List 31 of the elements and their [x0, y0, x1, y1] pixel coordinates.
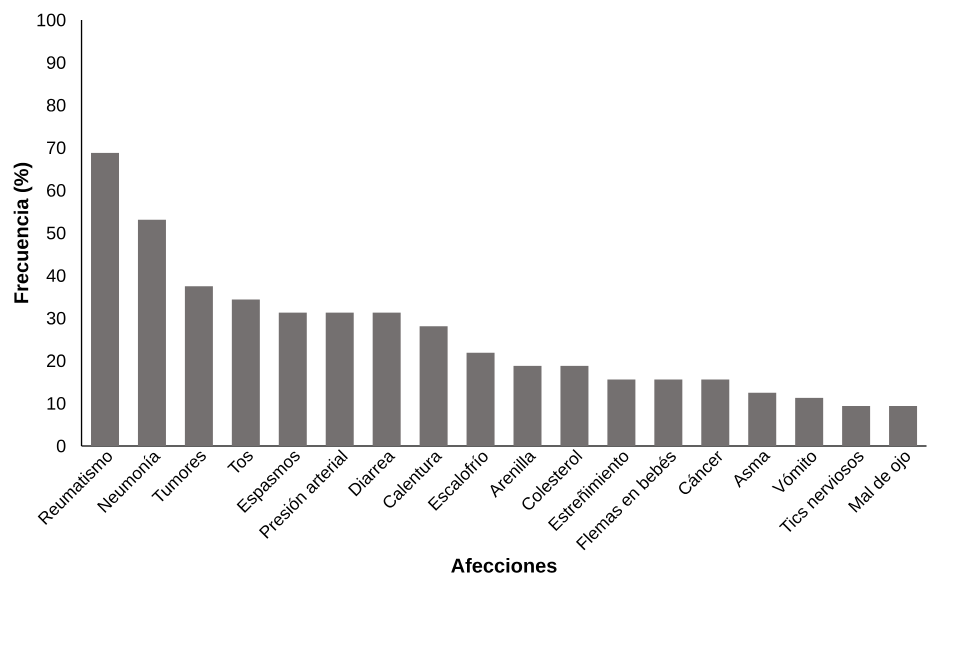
bar [654, 380, 682, 446]
bar [560, 366, 588, 446]
y-tick-label: 100 [38, 14, 66, 26]
y-tick-label: 40 [46, 269, 66, 282]
y-tick-label: 70 [47, 141, 66, 154]
bar [278, 312, 307, 446]
bar [889, 406, 918, 446]
y-tick-label: 20 [47, 354, 66, 368]
bar [326, 312, 354, 446]
bar [795, 398, 824, 446]
bar [842, 406, 870, 446]
bar [701, 380, 730, 446]
y-axis-title: Frecuencia (%) [14, 162, 32, 303]
y-tick-label: 60 [47, 184, 66, 197]
bar [184, 286, 213, 446]
y-tick-label: 50 [46, 226, 66, 240]
bar [91, 152, 120, 446]
bar [232, 299, 260, 446]
x-axis-title: Afecciones [451, 558, 557, 573]
y-tick-label: 80 [46, 98, 66, 112]
bar [372, 312, 401, 446]
y-tick-label: 90 [46, 56, 66, 69]
y-tick-label: 30 [46, 312, 66, 325]
bar [466, 352, 495, 446]
bar [138, 220, 166, 446]
bar [420, 326, 448, 446]
bar [607, 380, 636, 446]
bar [514, 366, 542, 446]
y-tick-label: 10 [48, 397, 66, 410]
bar [748, 392, 776, 446]
y-tick-label: 0 [56, 440, 66, 452]
